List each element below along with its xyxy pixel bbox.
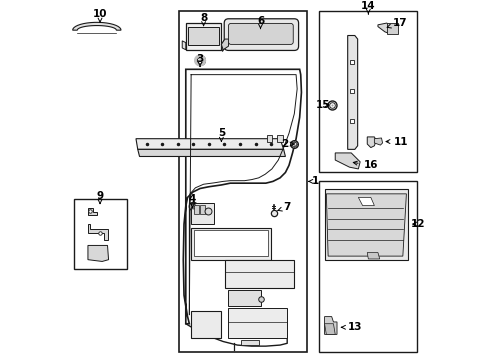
Polygon shape (366, 137, 375, 148)
FancyBboxPatch shape (178, 10, 306, 352)
Polygon shape (182, 41, 185, 50)
Text: 3: 3 (196, 54, 203, 67)
Text: 2: 2 (281, 139, 294, 149)
Text: 15: 15 (316, 100, 330, 110)
FancyBboxPatch shape (191, 228, 271, 260)
FancyBboxPatch shape (224, 260, 294, 288)
Text: 10: 10 (93, 9, 107, 22)
Text: 5: 5 (217, 129, 224, 141)
Polygon shape (183, 69, 301, 324)
FancyBboxPatch shape (277, 135, 283, 142)
Polygon shape (335, 153, 359, 169)
FancyBboxPatch shape (200, 205, 204, 214)
Polygon shape (88, 224, 107, 240)
Text: 7: 7 (277, 202, 290, 212)
Text: 13: 13 (341, 322, 361, 332)
FancyBboxPatch shape (266, 135, 272, 142)
Polygon shape (324, 324, 335, 334)
Polygon shape (324, 316, 336, 334)
FancyBboxPatch shape (185, 23, 221, 50)
Polygon shape (347, 36, 357, 149)
FancyBboxPatch shape (193, 205, 198, 214)
Text: 14: 14 (360, 1, 375, 14)
Text: 1: 1 (308, 176, 319, 186)
FancyBboxPatch shape (74, 199, 127, 269)
Text: 6: 6 (256, 15, 264, 28)
Text: 16: 16 (352, 160, 377, 170)
FancyBboxPatch shape (319, 10, 416, 172)
Polygon shape (374, 138, 382, 145)
Polygon shape (366, 253, 379, 259)
Text: 12: 12 (410, 219, 425, 229)
Polygon shape (325, 194, 406, 256)
Polygon shape (324, 189, 407, 260)
Polygon shape (73, 22, 121, 30)
Polygon shape (88, 246, 108, 261)
FancyBboxPatch shape (386, 23, 397, 34)
Polygon shape (136, 139, 283, 149)
FancyBboxPatch shape (228, 308, 286, 338)
FancyBboxPatch shape (188, 27, 219, 45)
FancyBboxPatch shape (319, 181, 416, 352)
FancyBboxPatch shape (241, 340, 258, 345)
Text: 4: 4 (188, 194, 196, 207)
FancyBboxPatch shape (194, 230, 267, 256)
Text: 11: 11 (386, 136, 407, 147)
Text: 17: 17 (386, 18, 407, 28)
Text: 8: 8 (200, 13, 207, 26)
Polygon shape (358, 197, 374, 206)
FancyBboxPatch shape (191, 311, 221, 338)
Polygon shape (221, 39, 228, 50)
FancyBboxPatch shape (228, 23, 293, 44)
FancyBboxPatch shape (228, 290, 260, 306)
Text: 9: 9 (96, 191, 103, 204)
FancyBboxPatch shape (191, 203, 214, 224)
Polygon shape (221, 39, 225, 51)
Polygon shape (138, 149, 285, 157)
Polygon shape (377, 23, 391, 34)
Polygon shape (88, 208, 97, 215)
FancyBboxPatch shape (224, 19, 298, 50)
